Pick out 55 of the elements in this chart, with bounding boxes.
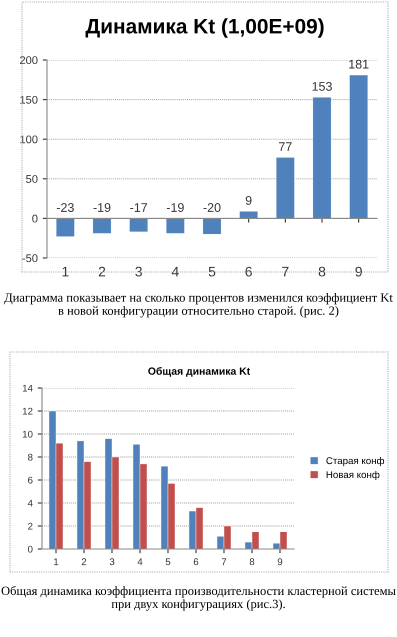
y-tick-label: 4 [28, 500, 33, 507]
text: Диаграмма показывает на сколько процентов изменился коэффициент Kt в новой конфигурации относительно старой. (рис. 2) [4, 293, 393, 318]
x-tick-label: 2 [82, 558, 86, 566]
bar [276, 157, 295, 219]
y-tick-label: 0 [28, 546, 33, 553]
bar [56, 218, 75, 237]
data-label: -19 [166, 203, 184, 212]
bar [202, 218, 222, 234]
x-tick-label: 2 [98, 266, 106, 276]
y-tick-label: 10 [22, 430, 33, 438]
y-tick-label: 6 [28, 476, 33, 484]
data-label: -23 [56, 203, 74, 212]
y-tick-label: 0 [32, 214, 38, 223]
y-tick-label: 150 [20, 96, 38, 104]
x-tick-label: 6 [194, 558, 198, 566]
bar [92, 218, 112, 234]
chart-title: Общая динамика Kt [148, 367, 250, 377]
x-tick-label: 1 [54, 558, 58, 566]
x-tick-label: 4 [172, 266, 179, 276]
x-tick-label: 3 [110, 558, 114, 566]
y-tick-label: -50 [22, 254, 38, 262]
bar [166, 218, 185, 234]
data-label: -17 [130, 203, 148, 212]
y-tick-label: 100 [20, 135, 38, 144]
y-tick-label: 8 [28, 454, 33, 461]
bar [349, 74, 368, 219]
y-tick-label: 200 [20, 56, 38, 64]
legend-label: Старая конф [326, 457, 384, 466]
y-tick-label: 50 [26, 175, 38, 183]
bar [239, 211, 258, 219]
data-label: 181 [349, 60, 368, 69]
x-tick-label: 3 [135, 266, 142, 277]
legend-label: Новая конф [326, 470, 380, 480]
x-tick-label: 1 [62, 266, 69, 276]
data-label: 9 [246, 196, 252, 205]
y-tick-label: 12 [22, 408, 32, 415]
bar [129, 218, 148, 232]
x-tick-label: 7 [282, 266, 288, 276]
x-tick-label: 9 [355, 266, 362, 277]
x-tick-label: 8 [318, 266, 326, 277]
x-tick-label: 8 [250, 558, 254, 566]
x-tick-label: 9 [278, 558, 282, 566]
bar [312, 97, 332, 219]
y-tick-label: 2 [28, 522, 32, 530]
data-label: -20 [204, 203, 221, 212]
data-label: -19 [94, 203, 110, 212]
x-tick-label: 7 [222, 558, 226, 566]
x-tick-label: 4 [138, 558, 142, 566]
x-tick-label: 5 [166, 558, 170, 566]
text: Общая динамика коэффициента производительности кластерной системы при двух конфигурациях (рис.3). [2, 586, 396, 611]
data-label: 153 [312, 82, 332, 91]
y-tick-label: 14 [22, 384, 33, 392]
x-tick-label: 5 [208, 266, 216, 277]
data-label: 77 [279, 142, 292, 151]
chart-title: Динамика Kt (1,00E+09) [86, 18, 324, 38]
